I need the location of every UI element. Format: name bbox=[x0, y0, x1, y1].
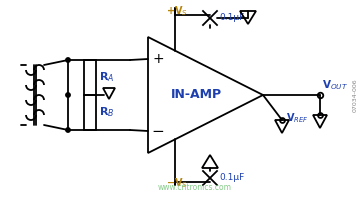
Text: +V$_S$: +V$_S$ bbox=[166, 4, 188, 18]
Text: 07034-006: 07034-006 bbox=[353, 78, 358, 112]
Text: R$_B$: R$_B$ bbox=[99, 106, 114, 119]
Text: −: − bbox=[152, 123, 164, 138]
Text: 0.1μF: 0.1μF bbox=[219, 12, 244, 21]
Text: V$_{OUT}$: V$_{OUT}$ bbox=[322, 78, 348, 92]
Circle shape bbox=[66, 128, 70, 132]
Text: +: + bbox=[152, 52, 164, 66]
Text: V$_{REF}$: V$_{REF}$ bbox=[286, 111, 309, 125]
Text: www.cntronics.com: www.cntronics.com bbox=[158, 183, 232, 192]
Circle shape bbox=[66, 58, 70, 62]
Text: −V$_S$: −V$_S$ bbox=[166, 176, 188, 190]
Text: 0.1μF: 0.1μF bbox=[219, 173, 244, 182]
Circle shape bbox=[66, 93, 70, 97]
Text: IN-AMP: IN-AMP bbox=[170, 88, 222, 100]
Text: R$_A$: R$_A$ bbox=[99, 71, 114, 84]
